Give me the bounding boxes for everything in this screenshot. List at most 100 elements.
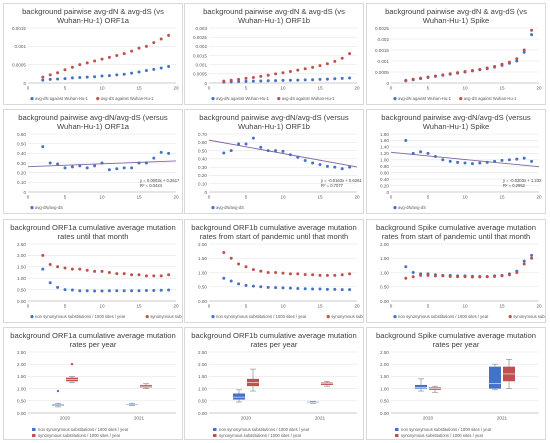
x-tick-label: 20 xyxy=(173,86,179,91)
data-point xyxy=(41,75,45,79)
box xyxy=(233,393,245,400)
data-point xyxy=(333,273,337,277)
y-tick-label: 0.50 xyxy=(198,148,207,153)
data-point xyxy=(266,149,270,153)
data-point xyxy=(237,80,241,84)
y-tick-label: 0.50 xyxy=(198,399,207,404)
data-point xyxy=(100,269,104,273)
legend-label: synonymous substitutions / 1000 sites / … xyxy=(401,433,484,438)
x-tick-label: 5 xyxy=(245,304,248,309)
y-tick-label: 0.001 xyxy=(196,62,208,67)
legend-marker xyxy=(393,315,397,319)
y-tick-label: 0.20 xyxy=(17,170,26,175)
category-label: 2020 xyxy=(60,416,71,421)
y-tick-label: 0 xyxy=(23,81,26,86)
chart-panel: background ORF1a cumulative average muta… xyxy=(3,219,183,323)
y-tick-label: 0.10 xyxy=(198,182,207,187)
data-point xyxy=(411,275,415,279)
y-tick-label: 1.00 xyxy=(198,270,207,275)
y-tick-label: 1.50 xyxy=(380,256,389,261)
data-point xyxy=(78,63,82,67)
data-point xyxy=(463,161,467,165)
chart-panel: background pairwise avg-dN/avg-dS (versu… xyxy=(366,109,546,214)
data-point xyxy=(115,289,119,293)
chart-title: background pairwise avg-dN/avg-dS (versu… xyxy=(199,113,349,131)
data-point xyxy=(107,168,111,172)
data-point xyxy=(70,76,74,80)
data-point xyxy=(167,65,171,68)
data-point xyxy=(229,149,233,153)
data-point xyxy=(281,149,285,153)
data-point xyxy=(70,65,74,69)
data-point xyxy=(144,161,148,165)
data-point xyxy=(130,166,134,170)
data-point xyxy=(340,56,344,60)
x-tick-label: 15 xyxy=(136,86,142,91)
data-point xyxy=(152,274,156,278)
legend-label: avg-dN/avg-dS xyxy=(35,205,63,210)
data-point xyxy=(159,274,163,278)
y-tick-label: 1.40 xyxy=(380,145,389,150)
data-point xyxy=(296,78,300,82)
x-tick-label: 15 xyxy=(136,195,142,200)
data-point xyxy=(244,283,248,287)
legend-marker xyxy=(326,315,330,319)
data-point xyxy=(144,289,148,293)
data-point xyxy=(515,157,519,161)
trendline xyxy=(390,151,540,168)
y-tick-label: 0 xyxy=(386,190,389,195)
data-point xyxy=(130,71,134,75)
legend-label: non synonymous substitutions / 1000 site… xyxy=(38,427,129,432)
data-point xyxy=(288,272,292,276)
data-point xyxy=(237,142,241,146)
data-point xyxy=(303,272,307,276)
y-tick-label: 0.00 xyxy=(198,299,207,304)
x-tick-label: 20 xyxy=(536,86,542,91)
x-tick-label: 10 xyxy=(99,195,105,200)
legend-marker xyxy=(393,97,397,101)
data-point xyxy=(229,78,233,82)
data-point xyxy=(456,71,460,75)
chart-title: background Spike cumulative average muta… xyxy=(376,223,536,241)
data-point xyxy=(56,77,60,81)
data-point xyxy=(78,267,82,271)
y-tick-label: 1.00 xyxy=(17,386,26,391)
chart-title: background ORF1b cumulative average muta… xyxy=(191,223,357,241)
data-point xyxy=(296,272,300,276)
data-point xyxy=(41,267,45,271)
x-tick-label: 15 xyxy=(317,86,323,91)
x-tick-label: 20 xyxy=(173,304,179,309)
data-point xyxy=(85,61,89,65)
y-tick-label: 0.00 xyxy=(17,299,26,304)
y-tick-label: 1.00 xyxy=(380,270,389,275)
data-point xyxy=(288,69,292,73)
data-point xyxy=(411,77,415,81)
data-point xyxy=(70,267,74,271)
data-point xyxy=(318,163,322,167)
x-tick-label: 0 xyxy=(208,195,211,200)
data-point xyxy=(311,78,315,82)
data-point xyxy=(348,165,352,169)
data-point xyxy=(441,158,445,162)
data-point xyxy=(152,156,156,160)
data-point xyxy=(48,77,52,81)
r-squared: R² = 0.2952 xyxy=(503,183,526,188)
data-point xyxy=(448,72,452,76)
data-point xyxy=(404,78,408,82)
chart-svg: 0.00 0.50 1.00 1.50 2.00 2.50 2020 2021 non syno… xyxy=(198,350,357,438)
x-tick-label: 20 xyxy=(536,195,542,200)
chart-svg: 0.00 0.50 1.00 1.50 2.00 2.50 0 5 10 15 20 non syno… xyxy=(17,242,182,319)
data-point xyxy=(78,76,82,79)
data-point xyxy=(433,274,437,278)
x-tick-label: 0 xyxy=(208,86,211,91)
legend-label: synonymous substitutions / 1000 sites / … xyxy=(219,433,302,438)
data-point xyxy=(426,151,430,155)
chart-title: background pairwise avg-dN & avg-dS (vs … xyxy=(22,7,164,25)
data-point xyxy=(340,288,344,292)
data-point xyxy=(48,161,52,165)
data-point xyxy=(340,76,344,80)
x-tick-label: 15 xyxy=(499,86,505,91)
y-tick-label: 0.10 xyxy=(17,180,26,185)
data-point xyxy=(41,145,45,149)
